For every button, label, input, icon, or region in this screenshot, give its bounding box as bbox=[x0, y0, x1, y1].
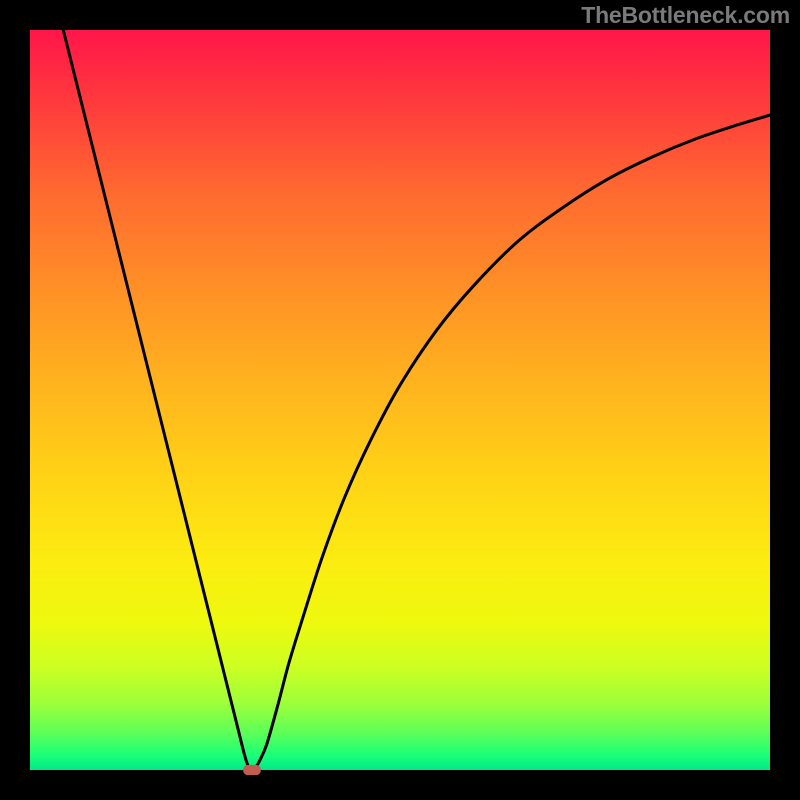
chart-svg bbox=[0, 0, 800, 800]
optimum-marker bbox=[243, 765, 261, 775]
chart-frame: TheBottleneck.com bbox=[0, 0, 800, 800]
plot-background bbox=[30, 30, 770, 770]
watermark-text: TheBottleneck.com bbox=[581, 2, 790, 29]
